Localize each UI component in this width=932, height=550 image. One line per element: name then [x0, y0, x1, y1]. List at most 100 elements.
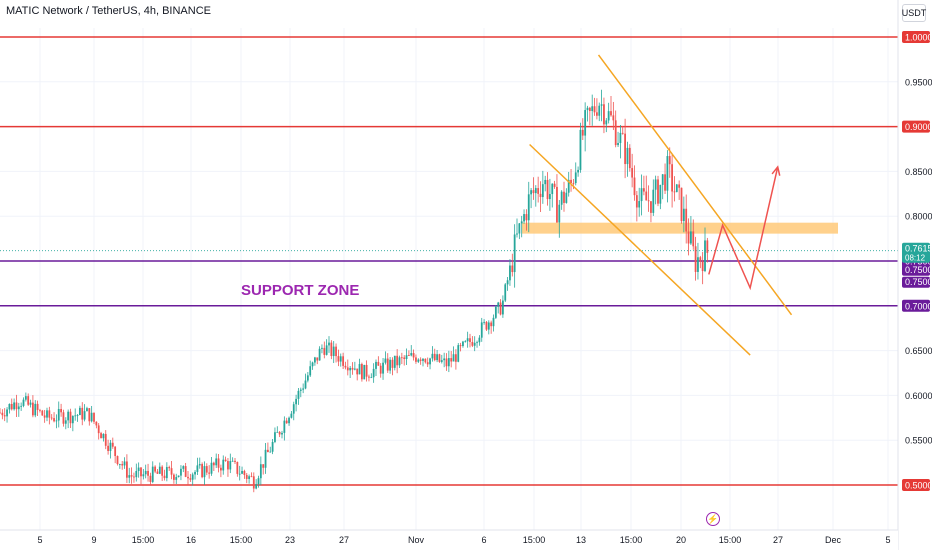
candle-body	[83, 411, 86, 420]
candle-body	[494, 306, 497, 318]
candle-body	[603, 104, 605, 125]
candle-body	[633, 177, 636, 196]
candle-body	[10, 403, 13, 410]
level-tag-label: 1.0000	[905, 33, 932, 43]
candle-body	[419, 359, 422, 361]
candle-body	[497, 302, 500, 307]
candle-body	[102, 433, 105, 439]
candle-body	[619, 132, 622, 143]
candle-body	[675, 184, 678, 192]
descending-channel	[529, 54, 793, 356]
horizontal-levels	[0, 36, 898, 486]
candle-body	[518, 223, 521, 234]
candle-body	[363, 364, 366, 380]
candle-body	[588, 107, 591, 112]
candle-body	[86, 408, 88, 412]
candle-body	[626, 147, 629, 165]
candle-body	[147, 470, 149, 476]
candle-body	[382, 362, 384, 374]
candle-body	[704, 240, 706, 272]
candle-body	[356, 368, 359, 375]
candle-body	[480, 322, 483, 338]
candle-body	[596, 112, 598, 116]
level-tag	[902, 479, 930, 491]
candle-body	[483, 321, 485, 323]
candle-body	[109, 442, 112, 451]
candle-body	[332, 346, 335, 357]
candle-body	[384, 358, 387, 363]
candle-body	[650, 201, 652, 213]
candle-body	[248, 476, 250, 479]
candle-body	[534, 188, 537, 194]
y-tick-label: 0.6000	[905, 391, 932, 401]
candle-body	[375, 361, 377, 369]
candle-body	[264, 449, 267, 468]
candle-body	[640, 188, 643, 202]
candle-body	[485, 321, 488, 330]
candle-body	[180, 468, 182, 476]
candle-body	[323, 347, 326, 355]
candle-body	[567, 179, 570, 193]
candle-body	[551, 183, 554, 195]
candle-body	[504, 284, 507, 301]
candle-body	[191, 474, 194, 480]
candle-body	[34, 403, 37, 416]
candle-body	[43, 415, 46, 418]
candle-body	[67, 411, 70, 421]
candle-body	[215, 458, 218, 466]
lightning-icon[interactable]: ⚡	[706, 512, 720, 526]
candle-body	[309, 366, 312, 376]
x-tick-label: 15:00	[132, 535, 155, 545]
level-tag	[902, 120, 930, 133]
candle-body	[149, 475, 152, 482]
level-tag-label: 0.5000	[905, 481, 932, 491]
candle-body	[189, 478, 192, 480]
candle-body	[490, 322, 493, 327]
candle-body	[187, 476, 189, 479]
candle-body	[133, 476, 135, 478]
candle-body	[372, 368, 375, 378]
candle-body	[612, 115, 615, 121]
candle-body	[572, 183, 575, 184]
candle-body	[513, 234, 516, 273]
candle-body	[610, 111, 612, 116]
candle-body	[328, 342, 330, 346]
candle-body	[295, 398, 297, 405]
candle-body	[581, 129, 584, 136]
candle-body	[198, 464, 201, 466]
candle-body	[664, 174, 666, 191]
candle-body	[617, 142, 619, 146]
candle-body	[584, 110, 587, 136]
x-tick-label: 9	[91, 535, 96, 545]
candle-body	[492, 317, 495, 327]
candle-body	[0, 412, 1, 414]
candle-body	[368, 376, 370, 378]
candle-body	[137, 467, 140, 471]
candle-body	[706, 240, 709, 253]
candle-body	[532, 190, 535, 194]
candle-body	[335, 346, 337, 357]
candle-body	[6, 409, 8, 417]
candle-body	[408, 355, 410, 356]
candle-body	[13, 402, 15, 410]
candle-body	[128, 475, 131, 478]
resistance-zone-layer	[521, 222, 838, 234]
candle-body	[692, 231, 695, 247]
candle-body	[97, 425, 100, 434]
candle-body	[116, 456, 119, 465]
candle-body	[107, 445, 109, 451]
currency-button[interactable]: USDT	[902, 4, 926, 22]
candle-body	[459, 345, 462, 347]
candle-body	[156, 471, 159, 474]
candle-body	[624, 133, 626, 165]
candle-body	[499, 302, 502, 315]
candle-body	[144, 470, 147, 475]
candle-body	[450, 358, 453, 362]
candle-body	[643, 188, 645, 192]
candle-body	[577, 169, 579, 173]
candle-body	[605, 120, 608, 125]
candle-body	[321, 347, 323, 349]
candle-body	[563, 191, 565, 203]
candle-body	[574, 172, 577, 184]
